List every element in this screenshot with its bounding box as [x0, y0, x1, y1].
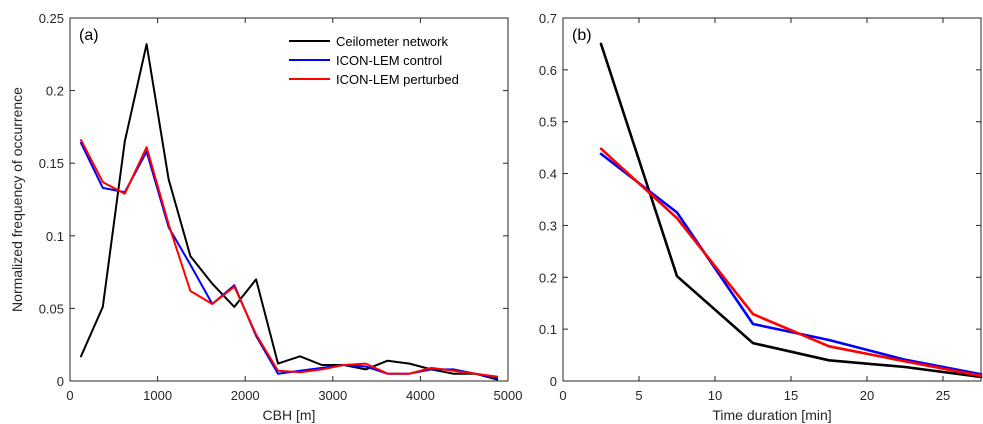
series-line-b-2: [599, 147, 983, 378]
x-tick-label: 4000: [406, 388, 435, 403]
x-tick-label: 0: [559, 388, 566, 403]
y-tick-label: 0.25: [39, 11, 64, 26]
legend-label-1: ICON-LEM control: [336, 53, 442, 68]
x-tick-label: 20: [860, 388, 874, 403]
x-tick-label: 2000: [231, 388, 260, 403]
y-tick-label: 0.6: [539, 63, 557, 78]
y-tick-label: 0.3: [539, 218, 557, 233]
x-axis-label: CBH [m]: [263, 407, 316, 423]
y-tick-label: 0: [57, 374, 64, 389]
y-tick-label: 0.7: [539, 11, 557, 26]
x-tick-label: 3000: [318, 388, 347, 403]
x-tick-label: 1000: [143, 388, 172, 403]
series-line-a-1: [80, 141, 499, 380]
series-line-b-1: [599, 152, 983, 376]
legend: Ceilometer network ICON-LEM control ICON-L…: [289, 34, 459, 87]
x-tick-label: 10: [708, 388, 722, 403]
panel-label: (b): [572, 27, 592, 44]
plot-area-b: [562, 17, 982, 382]
plot-area-a: [69, 17, 509, 382]
legend-label-2: ICON-LEM perturbed: [336, 72, 459, 87]
panel-label: (a): [79, 27, 99, 44]
x-tick-label: 0: [66, 388, 73, 403]
x-tick-label: 5000: [494, 388, 523, 403]
x-tick-label: 25: [936, 388, 950, 403]
y-tick-label: 0.4: [539, 167, 557, 182]
y-tick-label: 0.05: [39, 301, 64, 316]
panel-a: 0 1000 2000 3000 4000 5000 0 0.05 0.1 0.15 0.2 0.25…: [9, 11, 522, 423]
series-line-a-0: [80, 43, 499, 381]
y-tick-label: 0.1: [539, 322, 557, 337]
panel-b: 0 5 10 15 20 25 0 0.1 0.2 0.3 0.4 0.5 0.6 0.7 Time dur…: [539, 11, 983, 423]
series-line-a-2: [80, 139, 499, 378]
x-tick-label: 5: [635, 388, 642, 403]
y-tick-label: 0.1: [46, 229, 64, 244]
series-line-b-0: [599, 42, 983, 379]
y-tick-label: 0.2: [46, 84, 64, 99]
y-tick-label: 0.5: [539, 115, 557, 130]
y-tick-label: 0.15: [39, 156, 64, 171]
x-tick-label: 15: [784, 388, 798, 403]
y-tick-label: 0.2: [539, 270, 557, 285]
y-axis-label: Normalized frequency of occurrence: [9, 87, 25, 312]
legend-label-0: Ceilometer network: [336, 34, 448, 49]
x-axis-label: Time duration [min]: [712, 407, 831, 423]
y-tick-label: 0: [550, 374, 557, 389]
